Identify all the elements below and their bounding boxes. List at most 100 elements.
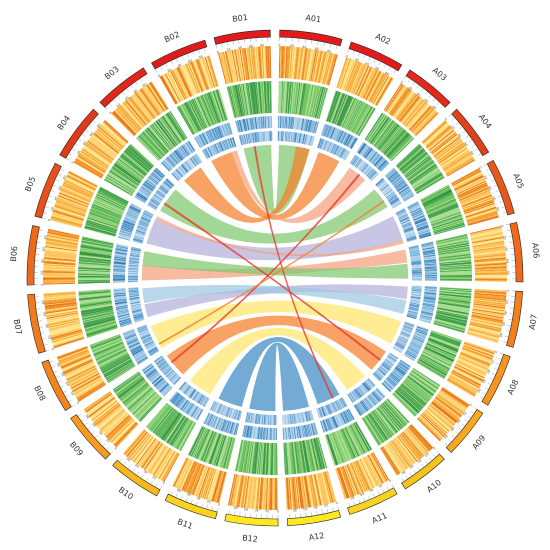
blue-heat-2-bin bbox=[304, 411, 308, 422]
green-heat-bin bbox=[355, 106, 372, 135]
blue-heat-2-bin bbox=[353, 389, 361, 399]
blue-heat-1-bin bbox=[417, 227, 430, 232]
blue-heat-1-bin bbox=[113, 271, 126, 274]
green-heat-bin bbox=[439, 288, 472, 292]
green-heat-bin bbox=[318, 87, 328, 119]
blue-heat-2-bin bbox=[299, 133, 302, 144]
green-heat-bin bbox=[438, 247, 470, 254]
blue-heat-2-bin bbox=[254, 413, 257, 424]
outer-heat-bin bbox=[266, 477, 269, 510]
blue-heat-1-bin bbox=[135, 354, 147, 362]
outer-heat-bin bbox=[76, 157, 105, 175]
outer-heat-bin bbox=[410, 107, 433, 132]
blue-heat-2-bin bbox=[326, 404, 332, 415]
green-heat-bin bbox=[408, 374, 435, 394]
blue-heat-2-bin bbox=[213, 402, 219, 412]
green-heat-bin bbox=[309, 85, 317, 117]
blue-heat-2-bin bbox=[288, 414, 291, 425]
outer-heat-bin bbox=[43, 282, 76, 285]
blue-heat-2-bin bbox=[350, 392, 357, 401]
outer-heat-bin bbox=[459, 187, 490, 202]
outer-heat-bin bbox=[467, 216, 499, 226]
blue-heat-1-bin bbox=[170, 392, 179, 403]
blue-heat-1-bin bbox=[340, 412, 347, 424]
green-heat-bin bbox=[136, 137, 160, 161]
blue-heat-1-bin bbox=[411, 339, 423, 345]
green-heat-bin bbox=[226, 86, 236, 119]
green-heat-bin bbox=[431, 330, 462, 342]
green-heat-bin bbox=[345, 100, 361, 130]
blue-heat-2-bin bbox=[410, 255, 421, 258]
blue-heat-2-bin bbox=[410, 259, 421, 262]
blue-heat-1-bin bbox=[292, 426, 295, 439]
outer-heat-bin bbox=[129, 96, 151, 123]
blue-heat-2-bin bbox=[171, 173, 179, 181]
blue-heat-2-bin bbox=[329, 403, 334, 414]
blue-heat-2-bin bbox=[130, 249, 141, 252]
blue-heat-2-bin bbox=[232, 409, 237, 420]
outer-heat-bin bbox=[199, 58, 212, 89]
blue-heat-1-bin bbox=[343, 411, 350, 423]
blue-heat-2-bin bbox=[248, 412, 251, 423]
green-heat-bin bbox=[353, 104, 369, 133]
blue-heat-1-bin bbox=[230, 422, 234, 434]
green-heat-bin bbox=[299, 83, 305, 115]
blue-heat-2-bin bbox=[225, 406, 230, 417]
blue-heat-2-bin bbox=[140, 333, 150, 339]
green-heat-bin bbox=[158, 118, 178, 146]
green-heat-bin bbox=[191, 99, 206, 129]
outer-heat-bin bbox=[43, 292, 76, 296]
outer-heat-bin bbox=[470, 319, 502, 328]
green-heat-bin bbox=[116, 375, 143, 396]
outer-heat-bin bbox=[370, 74, 387, 103]
green-heat-bin bbox=[102, 358, 132, 375]
outer-heat-bin bbox=[447, 379, 476, 397]
outer-heat-bin bbox=[47, 317, 80, 325]
blue-heat-1-bin bbox=[405, 352, 416, 359]
outer-heat-bin bbox=[52, 212, 84, 223]
blue-heat-1-bin bbox=[115, 301, 128, 305]
blue-heat-2-bin bbox=[382, 362, 391, 370]
blue-heat-1-bin bbox=[296, 426, 299, 439]
blue-heat-1-bin bbox=[177, 148, 186, 159]
outer-heat-bin bbox=[421, 120, 446, 143]
outer-heat-bin bbox=[393, 438, 414, 465]
blue-heat-2-bin bbox=[128, 288, 139, 291]
blue-heat-2-bin bbox=[318, 407, 323, 418]
outer-heat-bin bbox=[455, 178, 486, 194]
blue-heat-2-bin bbox=[128, 293, 139, 296]
blue-heat-2-bin bbox=[375, 177, 384, 186]
green-heat-bin bbox=[96, 194, 126, 209]
blue-heat-2-bin bbox=[141, 335, 151, 340]
green-heat-bin bbox=[419, 357, 448, 374]
blue-heat-1-bin bbox=[422, 248, 435, 252]
blue-heat-1-bin bbox=[404, 353, 416, 360]
blue-heat-2-bin bbox=[379, 365, 389, 373]
green-heat-bin bbox=[278, 81, 280, 114]
blue-heat-2-bin bbox=[375, 370, 383, 379]
green-heat-bin bbox=[376, 123, 398, 149]
blue-heat-2-bin bbox=[296, 413, 299, 424]
blue-heat-1-bin bbox=[127, 339, 139, 346]
blue-heat-1-bin bbox=[285, 116, 287, 129]
blue-heat-1-bin bbox=[424, 266, 437, 268]
blue-heat-2-bin bbox=[161, 184, 170, 191]
green-heat-bin bbox=[167, 416, 186, 444]
outer-heat-bin bbox=[191, 464, 204, 495]
outer-heat-bin bbox=[464, 341, 496, 353]
outer-heat-bin bbox=[471, 316, 503, 324]
blue-heat-2-bin bbox=[262, 414, 265, 425]
outer-heat-bin bbox=[467, 214, 499, 225]
outer-heat-bin bbox=[473, 304, 505, 310]
outer-heat-bin bbox=[79, 151, 108, 170]
blue-heat-2-bin bbox=[269, 414, 271, 425]
blue-heat-2-bin bbox=[395, 342, 405, 348]
green-heat-bin bbox=[117, 159, 144, 180]
blue-heat-2-bin bbox=[364, 166, 372, 175]
green-heat-bin bbox=[338, 96, 352, 127]
blue-heat-1-bin bbox=[357, 402, 365, 414]
blue-heat-1-bin bbox=[372, 391, 381, 402]
outer-heat-bin bbox=[64, 362, 95, 378]
green-heat-bin bbox=[81, 242, 113, 249]
outer-heat-bin bbox=[392, 439, 412, 466]
